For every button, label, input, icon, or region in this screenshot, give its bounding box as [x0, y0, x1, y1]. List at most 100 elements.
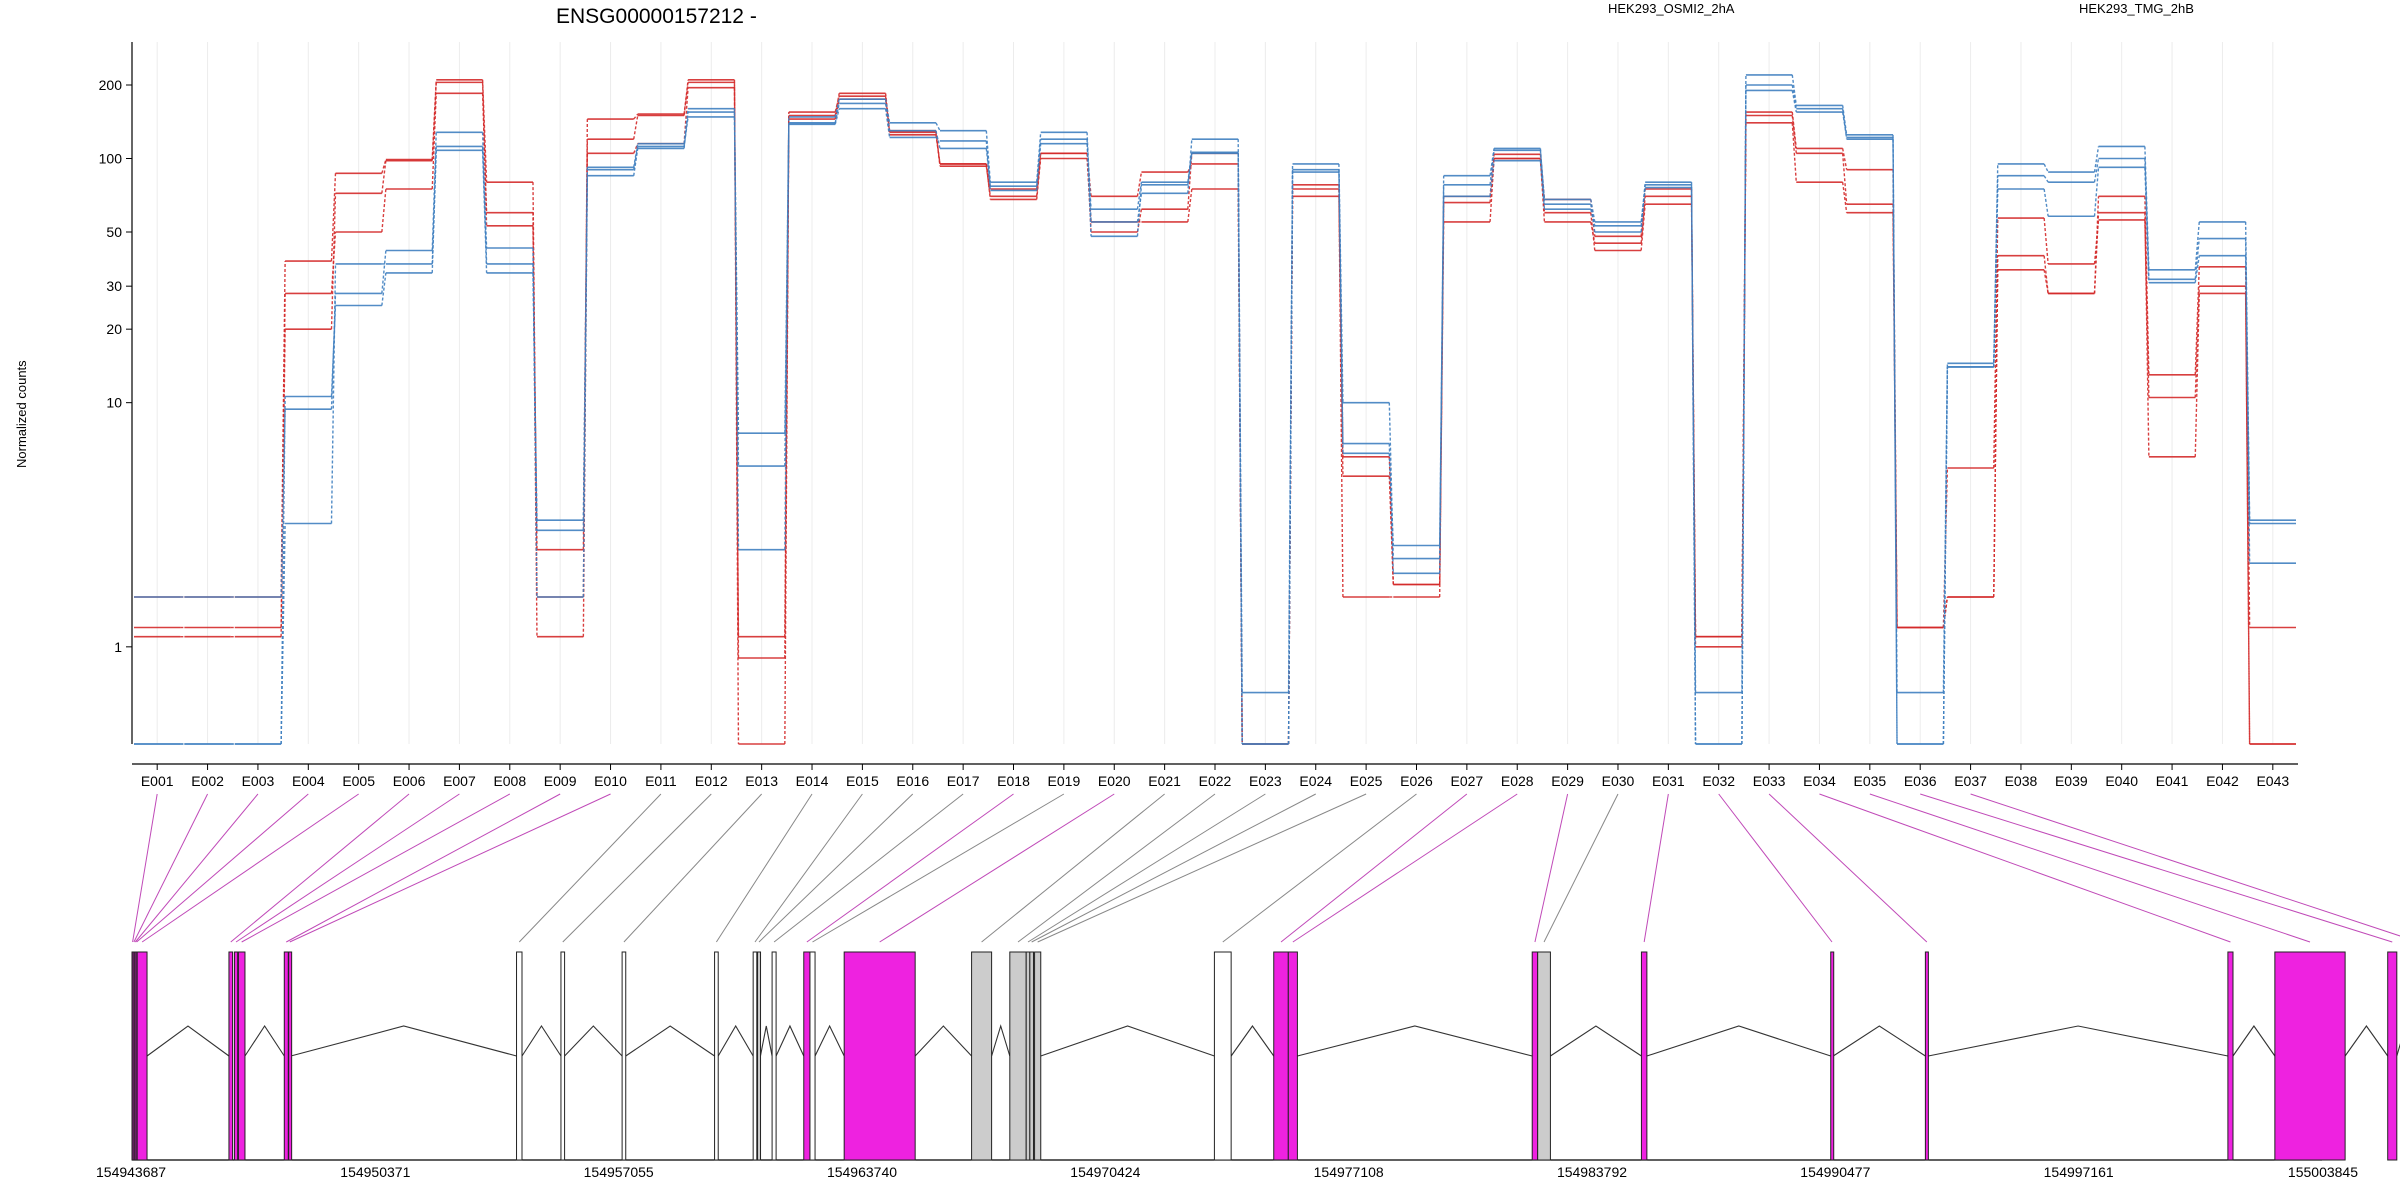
series-connector — [1993, 218, 1999, 469]
coordinate-label: 154943687 — [96, 1164, 166, 1180]
exon-block — [757, 951, 762, 1161]
exon-connector — [623, 793, 763, 943]
series-connector — [784, 124, 790, 550]
exon-block — [1924, 951, 1929, 1161]
series-connector — [1539, 148, 1546, 205]
intron-chevron — [564, 1025, 623, 1057]
exon-connector — [758, 793, 914, 943]
series-connector — [532, 247, 538, 598]
series-connector — [2093, 146, 2100, 173]
series-connector — [784, 116, 790, 467]
intron-chevron — [290, 1025, 517, 1057]
intron-chevron — [2344, 1025, 2389, 1057]
series-connector — [1388, 456, 1395, 585]
series-connector — [1590, 199, 1596, 223]
x-tick-label: E029 — [1551, 773, 1584, 789]
exon-connector — [1869, 793, 2311, 943]
series-connector — [1640, 187, 1646, 226]
x-tick-label: E042 — [2206, 773, 2239, 789]
grid-lines — [156, 42, 2274, 744]
exon-block — [752, 951, 758, 1161]
series-connector — [683, 82, 689, 115]
coordinate-label: 154950371 — [340, 1164, 410, 1180]
exon-connector — [754, 793, 863, 943]
intron-chevron — [1297, 1025, 1533, 1057]
exon-block — [228, 951, 234, 1161]
intron-chevron — [1646, 1025, 1831, 1057]
x-tick-label: E039 — [2055, 773, 2088, 789]
x-tick-label: E018 — [997, 773, 1030, 789]
x-tick-label: E014 — [796, 773, 829, 789]
series-connector — [633, 115, 639, 140]
exon-block — [288, 951, 293, 1161]
series-connector — [1287, 172, 1294, 745]
series-connector — [1489, 160, 1495, 197]
exon-block — [621, 951, 627, 1161]
exon-connector — [141, 793, 359, 943]
series-connector — [330, 263, 337, 524]
exon-block — [771, 951, 777, 1161]
series-connector — [1187, 163, 1193, 173]
x-tick-label: E010 — [594, 773, 627, 789]
series-connector — [834, 99, 840, 120]
series-connector — [1237, 152, 1243, 745]
series-connector — [935, 136, 941, 142]
series-connector — [1489, 150, 1495, 185]
series-connector — [1035, 132, 1042, 183]
chart-title: ENSG00000157212 - — [556, 5, 757, 28]
exon-block — [1213, 951, 1232, 1161]
series-connector — [481, 79, 488, 183]
exon-connector — [1292, 793, 1518, 943]
series-connector — [2244, 255, 2251, 521]
x-tick-label: E037 — [1954, 773, 1987, 789]
series-connector — [2043, 163, 2049, 173]
exon-connector — [1768, 793, 1928, 943]
exon-block — [560, 951, 566, 1161]
x-tick-label: E002 — [191, 773, 224, 789]
series-connector — [1640, 188, 1646, 237]
exon-connector — [1819, 793, 2231, 943]
y-tick-label: 30 — [106, 278, 122, 294]
series-connector — [884, 96, 891, 133]
exon-block — [237, 951, 246, 1161]
series-connector — [1438, 196, 1445, 574]
exon-connector — [1037, 793, 1367, 943]
series-connector — [1741, 90, 1747, 745]
x-tick-label: E043 — [2256, 773, 2289, 789]
x-tick-label: E031 — [1652, 773, 1685, 789]
intron-chevron — [1832, 1025, 1926, 1057]
series-connector — [1187, 188, 1193, 222]
exon-block — [1640, 951, 1648, 1161]
series-connector — [1993, 255, 1999, 598]
y-axis: 1 10 20 30 50 100 200 — [99, 42, 133, 744]
series-connector — [381, 272, 387, 306]
exon-connector — [518, 793, 662, 943]
series-connector — [1841, 182, 1848, 213]
exon-connector — [1920, 793, 2393, 943]
series-connector — [2194, 238, 2200, 280]
exon-connector — [879, 793, 1115, 943]
exon-block — [1034, 951, 1042, 1161]
x-tick-label: E001 — [141, 773, 174, 789]
intron-chevron — [1550, 1025, 1642, 1057]
series-connector — [330, 193, 337, 330]
series-connector — [683, 108, 689, 144]
series-connector — [582, 167, 589, 521]
series-connector — [1791, 111, 1797, 149]
series-connector — [1086, 139, 1092, 237]
series-connector — [985, 130, 992, 183]
exon-block — [2387, 951, 2398, 1161]
y-tick-label: 10 — [106, 395, 122, 411]
exon-block — [283, 951, 289, 1161]
series-connector — [834, 95, 840, 113]
coordinate-label: 154983792 — [1557, 1164, 1627, 1180]
series-connector — [2043, 188, 2049, 217]
series-connector — [985, 140, 992, 191]
x-tick-label: E030 — [1602, 773, 1635, 789]
series-connector — [1993, 163, 1999, 364]
series-connector — [2043, 175, 2049, 183]
series-connector — [633, 113, 639, 120]
series-connector — [1590, 221, 1596, 244]
series-connector — [2043, 218, 2049, 264]
x-tick-label: E035 — [1853, 773, 1886, 789]
